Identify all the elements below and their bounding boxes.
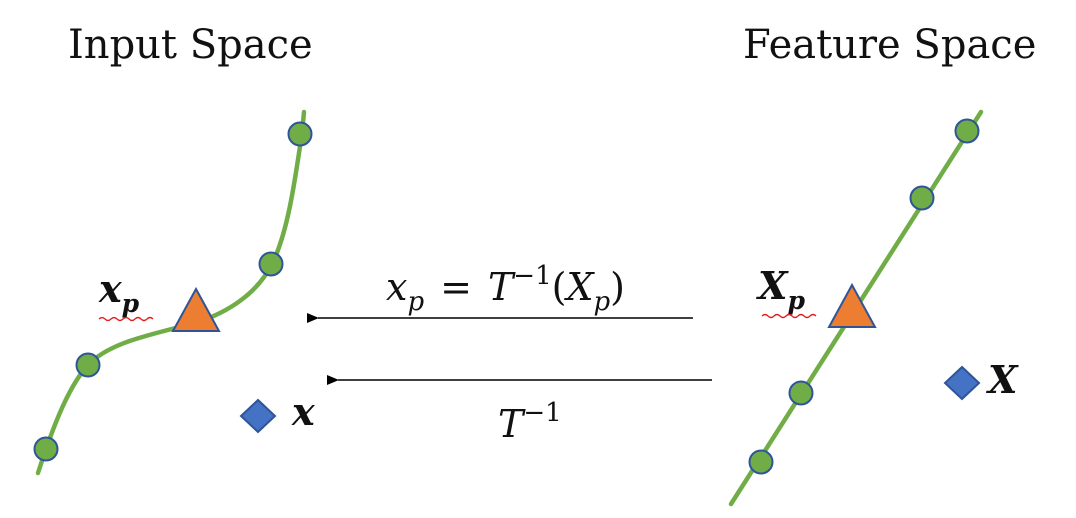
input-sample-point: [33, 436, 59, 462]
feature-projected-label: Xp: [756, 263, 805, 315]
input-query-label: x: [291, 389, 316, 434]
input-sample-point: [258, 251, 284, 277]
input-projected-point-triangle: [171, 286, 221, 332]
input-sample-point: [287, 121, 313, 147]
feature-query-label: X: [986, 357, 1019, 402]
inverse-exponent: −1: [523, 398, 561, 428]
eq-close-paren: ): [610, 265, 625, 309]
eq-lhs-base: x: [386, 265, 407, 309]
eq-exponent: −1: [513, 261, 551, 291]
inverse-transform-label: T−1: [498, 398, 562, 446]
feature-sample-point: [954, 118, 980, 144]
inverse-T: T: [498, 402, 526, 446]
eq-open-paren: (: [552, 265, 567, 309]
eq-lhs-sub: p: [407, 287, 424, 317]
eq-arg-sub: p: [594, 287, 611, 317]
feature-projected-point-triangle: [827, 282, 877, 328]
eq-arg-base: X: [563, 265, 595, 309]
input-query-point-diamond: [239, 398, 277, 434]
eq-equals: =: [440, 265, 472, 309]
input-projected-label-base: x: [98, 266, 123, 311]
input-projected-label-sub: p: [122, 289, 140, 318]
feature-projected-label-sub: p: [787, 286, 805, 315]
spellcheck-squiggle: [98, 316, 154, 322]
projection-equation: xp = T−1(Xp): [386, 261, 625, 317]
input-projected-label: xp: [98, 266, 140, 318]
feature-space-title: Feature Space: [743, 22, 1036, 68]
feature-sample-point: [748, 449, 774, 475]
input-space-title: Input Space: [68, 22, 313, 68]
feature-projected-label-base: X: [756, 263, 789, 308]
feature-sample-point: [788, 380, 814, 406]
feature-query-point-diamond: [943, 365, 981, 401]
input-sample-point: [75, 352, 101, 378]
eq-T: T: [488, 265, 516, 309]
spellcheck-squiggle: [761, 313, 817, 319]
feature-sample-point: [909, 185, 935, 211]
